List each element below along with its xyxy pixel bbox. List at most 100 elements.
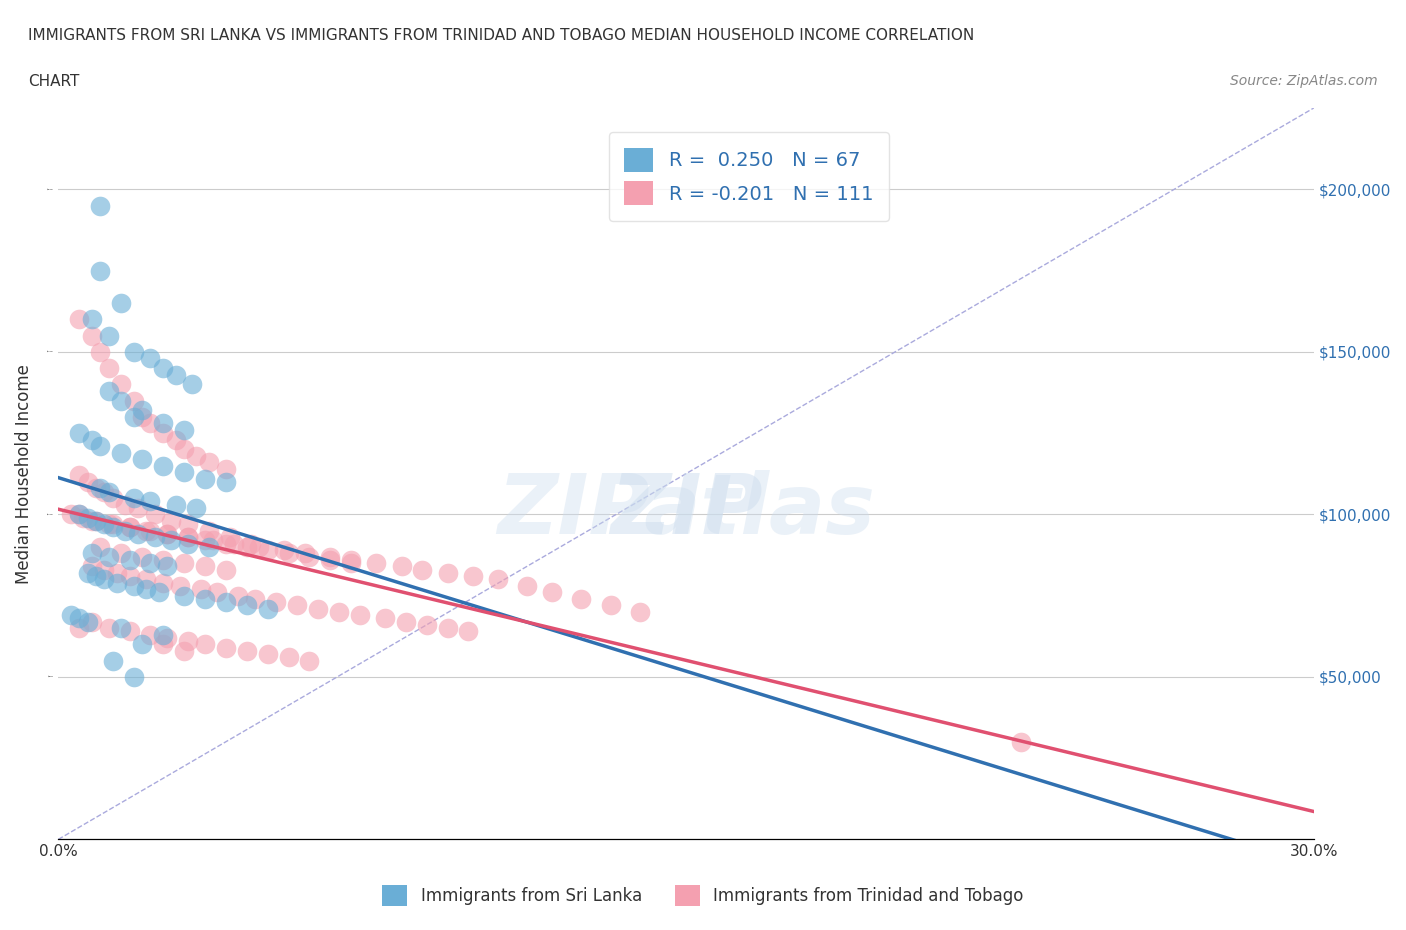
Point bbox=[160, 513, 183, 528]
Point bbox=[135, 581, 157, 596]
Point bbox=[256, 646, 278, 661]
Point bbox=[80, 432, 103, 447]
Point bbox=[80, 312, 103, 326]
Point bbox=[177, 529, 200, 544]
Point bbox=[67, 611, 90, 626]
Point bbox=[127, 500, 149, 515]
Point bbox=[198, 539, 221, 554]
Point bbox=[89, 344, 111, 359]
Point bbox=[105, 565, 128, 580]
Point bbox=[215, 594, 238, 609]
Point bbox=[156, 526, 179, 541]
Point bbox=[122, 344, 145, 359]
Point bbox=[156, 526, 179, 541]
Point bbox=[307, 601, 329, 616]
Point bbox=[76, 614, 98, 629]
Point bbox=[80, 328, 103, 343]
Point bbox=[59, 507, 82, 522]
Point bbox=[190, 581, 212, 596]
Point bbox=[215, 461, 238, 476]
Point bbox=[160, 533, 183, 548]
Point bbox=[194, 591, 217, 606]
Point bbox=[110, 296, 132, 311]
Text: ZIPatlas: ZIPatlas bbox=[498, 470, 875, 551]
Point bbox=[110, 445, 132, 460]
Point bbox=[110, 546, 132, 561]
Point bbox=[152, 361, 174, 376]
Point bbox=[80, 559, 103, 574]
Point bbox=[97, 383, 120, 398]
Point bbox=[243, 591, 266, 606]
Point bbox=[173, 555, 195, 570]
Point bbox=[516, 578, 538, 593]
Point bbox=[101, 653, 124, 668]
Point bbox=[156, 559, 179, 574]
Point bbox=[235, 644, 257, 658]
Point bbox=[139, 627, 162, 642]
Point bbox=[207, 585, 229, 600]
Point bbox=[139, 416, 162, 431]
Point bbox=[1010, 735, 1032, 750]
Point bbox=[165, 432, 187, 447]
Point bbox=[219, 529, 242, 544]
Point bbox=[226, 588, 249, 603]
Point bbox=[285, 598, 308, 613]
Point bbox=[298, 549, 321, 564]
Point bbox=[461, 568, 484, 583]
Point bbox=[194, 533, 217, 548]
Point bbox=[84, 568, 107, 583]
Point bbox=[131, 409, 153, 424]
Point bbox=[97, 328, 120, 343]
Point bbox=[436, 620, 458, 635]
Point bbox=[118, 568, 141, 583]
Point bbox=[215, 474, 238, 489]
Point bbox=[97, 516, 120, 531]
Point bbox=[143, 529, 166, 544]
Point bbox=[84, 513, 107, 528]
Point bbox=[194, 472, 217, 486]
Point bbox=[110, 393, 132, 408]
Point bbox=[143, 507, 166, 522]
Point bbox=[264, 594, 287, 609]
Point bbox=[131, 403, 153, 418]
Point bbox=[67, 507, 90, 522]
Point bbox=[173, 442, 195, 457]
Point bbox=[97, 549, 120, 564]
Point bbox=[110, 620, 132, 635]
Point bbox=[84, 481, 107, 496]
Text: CHART: CHART bbox=[28, 74, 80, 89]
Point bbox=[173, 644, 195, 658]
Point bbox=[118, 624, 141, 639]
Point bbox=[122, 670, 145, 684]
Point bbox=[198, 523, 221, 538]
Point bbox=[84, 513, 107, 528]
Point bbox=[486, 572, 509, 587]
Point bbox=[177, 536, 200, 551]
Point bbox=[224, 536, 246, 551]
Point bbox=[139, 494, 162, 509]
Point bbox=[93, 572, 115, 587]
Point bbox=[173, 588, 195, 603]
Point bbox=[340, 555, 363, 570]
Point bbox=[67, 620, 90, 635]
Point bbox=[101, 491, 124, 506]
Point bbox=[411, 562, 433, 577]
Point bbox=[273, 542, 295, 557]
Point bbox=[247, 539, 270, 554]
Point bbox=[80, 614, 103, 629]
Point bbox=[114, 498, 136, 512]
Point bbox=[148, 585, 170, 600]
Point bbox=[391, 559, 413, 574]
Point bbox=[93, 516, 115, 531]
Point bbox=[72, 511, 94, 525]
Point bbox=[135, 523, 157, 538]
Point bbox=[105, 575, 128, 590]
Point bbox=[152, 552, 174, 567]
Point bbox=[139, 523, 162, 538]
Point bbox=[152, 426, 174, 441]
Point bbox=[235, 539, 257, 554]
Point bbox=[152, 458, 174, 473]
Point bbox=[177, 516, 200, 531]
Point bbox=[89, 439, 111, 454]
Point bbox=[152, 627, 174, 642]
